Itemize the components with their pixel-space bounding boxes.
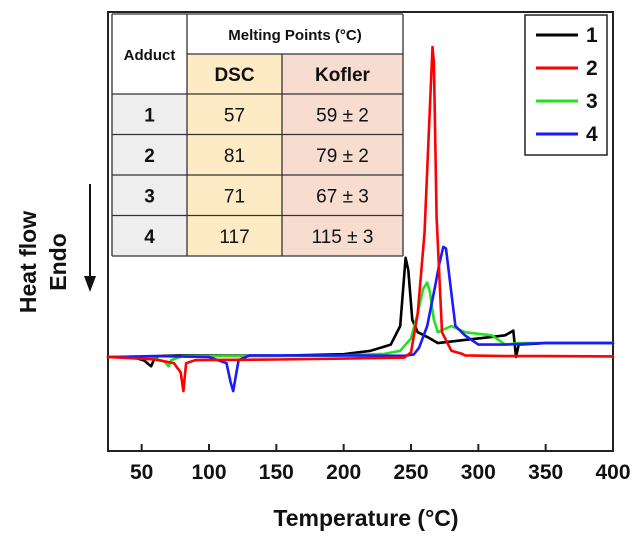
legend-label-1: 1	[586, 24, 598, 47]
table-cell-kofler: 115 ± 3	[312, 227, 374, 248]
table-cell-dsc: 57	[224, 105, 245, 126]
x-tick-label: 100	[191, 461, 226, 484]
series-line-3	[106, 281, 615, 368]
melting-points-table: Adduct Melting Points (°C) DSC Kofler 1 57 59 …	[111, 13, 404, 257]
endo-arrow-icon	[84, 184, 96, 292]
table-cell-adduct: 1	[144, 105, 155, 126]
legend-box	[524, 14, 608, 156]
table-cell-adduct: 3	[144, 186, 155, 207]
table-header-kofler: Kofler	[315, 65, 371, 86]
kofler-column-fill	[282, 54, 403, 256]
legend-label-2: 2	[586, 57, 598, 80]
table-cell-dsc: 81	[224, 146, 245, 167]
series-line-1	[106, 256, 615, 368]
x-axis-title: Temperature (°C)	[273, 505, 458, 531]
legend: 1 2 3 4	[524, 14, 608, 156]
x-tick-label: 50	[130, 461, 153, 484]
table-header-dsc: DSC	[214, 65, 254, 86]
table-cell-kofler: 67 ± 3	[316, 186, 369, 207]
table-cell-kofler: 79 ± 2	[316, 146, 369, 167]
dsc-column-fill	[187, 54, 282, 256]
x-tick-label: 250	[393, 461, 428, 484]
plot-frame	[107, 11, 614, 452]
y-axis-title-line-1: Heat flow	[15, 211, 41, 313]
legend-label-4: 4	[586, 123, 598, 146]
y-axis-title-line-2: Endo	[45, 233, 71, 291]
table-cell-dsc: 71	[224, 186, 245, 207]
plot-border	[107, 11, 614, 452]
table-header-adduct: Adduct	[124, 47, 176, 64]
y-axis-title: Heat flow Endo	[15, 211, 71, 313]
x-tick-label: 400	[595, 461, 630, 484]
x-tick-label: 200	[326, 461, 361, 484]
table-cell-kofler: 59 ± 2	[316, 105, 369, 126]
table-header-melting-points: Melting Points (°C)	[228, 27, 361, 44]
table-cell-dsc: 117	[219, 227, 249, 248]
legend-label-3: 3	[586, 90, 598, 113]
x-tick-label: 150	[259, 461, 294, 484]
series-layer	[106, 45, 615, 393]
x-axis-ticks: 50 100 150 200 250 300 350 400	[130, 444, 631, 484]
table-cell-adduct: 4	[144, 227, 155, 248]
series-line-2	[106, 45, 615, 393]
x-tick-label: 350	[528, 461, 563, 484]
x-tick-label: 300	[461, 461, 496, 484]
table-cell-adduct: 2	[144, 146, 155, 167]
series-line-4	[106, 245, 615, 393]
